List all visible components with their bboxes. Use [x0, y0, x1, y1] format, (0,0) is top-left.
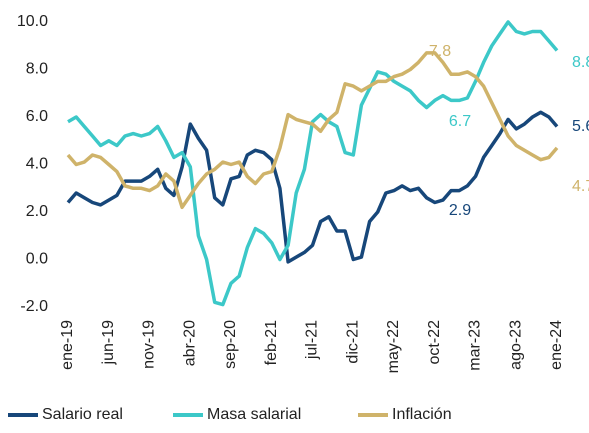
x-tick-label: abr-20 [181, 320, 198, 366]
x-tick-label: ago-23 [507, 320, 524, 370]
y-tick-label: 4.0 [26, 156, 48, 173]
x-tick-label: may-22 [385, 320, 402, 373]
y-tick-label: -2.0 [20, 298, 48, 315]
x-tick-label: sep-20 [222, 320, 239, 369]
y-tick-label: 10.0 [17, 13, 48, 30]
data-label: 8.8 [572, 54, 589, 71]
series-line [67, 20, 559, 307]
data-label: 7.8 [429, 43, 451, 60]
x-tick-label: mar-23 [467, 320, 484, 371]
y-tick-label: 2.0 [26, 203, 48, 220]
y-tick-label: 6.0 [26, 108, 48, 125]
legend-label: Salario real [42, 406, 123, 423]
x-tick-label: jul-21 [304, 320, 321, 360]
legend-label: Inflación [392, 406, 452, 423]
x-tick-label: dic-21 [344, 320, 361, 364]
x-tick-label: ene-24 [548, 320, 565, 370]
y-tick-label: 8.0 [26, 61, 48, 78]
series-line [66, 110, 559, 264]
data-label: 2.9 [449, 202, 471, 219]
legend-label: Masa salarial [207, 406, 301, 423]
data-label: 4.7 [572, 178, 589, 195]
data-label: 6.7 [449, 113, 471, 130]
y-tick-label: 0.0 [26, 251, 48, 268]
data-label: 5.6 [572, 118, 589, 135]
series-line [66, 51, 559, 210]
x-tick-label: oct-22 [426, 320, 443, 365]
x-tick-label: nov-19 [141, 320, 158, 369]
x-tick-label: feb-21 [263, 320, 280, 365]
x-tick-label: ene-19 [59, 320, 76, 370]
x-tick-label: jun-19 [100, 320, 117, 366]
